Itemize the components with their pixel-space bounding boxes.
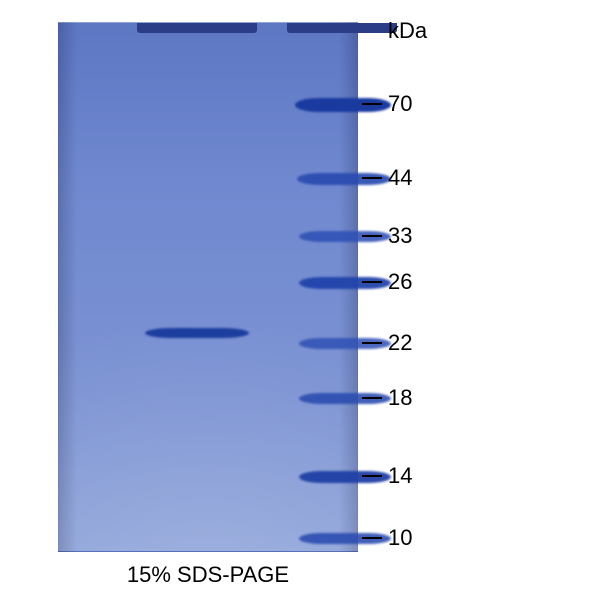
mw-label-14: 14 [388,463,412,489]
mw-label-18: 18 [388,385,412,411]
gel-area [58,22,358,552]
ladder-band-10 [299,533,391,544]
tick-70 [362,103,382,105]
tick-18 [362,397,382,399]
ladder-band-70 [295,98,391,112]
well-lane-2 [287,23,397,33]
well-lane-1 [137,23,257,33]
ladder-band-44 [297,173,391,185]
figure-container: kDa 15% SDS-PAGE 70 44 33 26 22 18 14 10 [0,0,600,600]
mw-label-10: 10 [388,525,412,551]
gel-caption: 15% SDS-PAGE [58,562,358,588]
tick-14 [362,475,382,477]
tick-22 [362,342,382,344]
tick-33 [362,235,382,237]
tick-44 [362,177,382,179]
ladder-band-22 [299,338,391,349]
mw-label-70: 70 [388,91,412,117]
mw-label-26: 26 [388,269,412,295]
ladder-band-33 [299,231,391,242]
ladder-band-26 [299,277,391,289]
tick-26 [362,281,382,283]
ladder-band-18 [299,393,391,404]
unit-label: kDa [388,18,427,44]
tick-10 [362,537,382,539]
mw-label-22: 22 [388,330,412,356]
mw-label-44: 44 [388,165,412,191]
mw-label-33: 33 [388,223,412,249]
sample-band [145,328,249,338]
ladder-band-14 [299,471,391,483]
